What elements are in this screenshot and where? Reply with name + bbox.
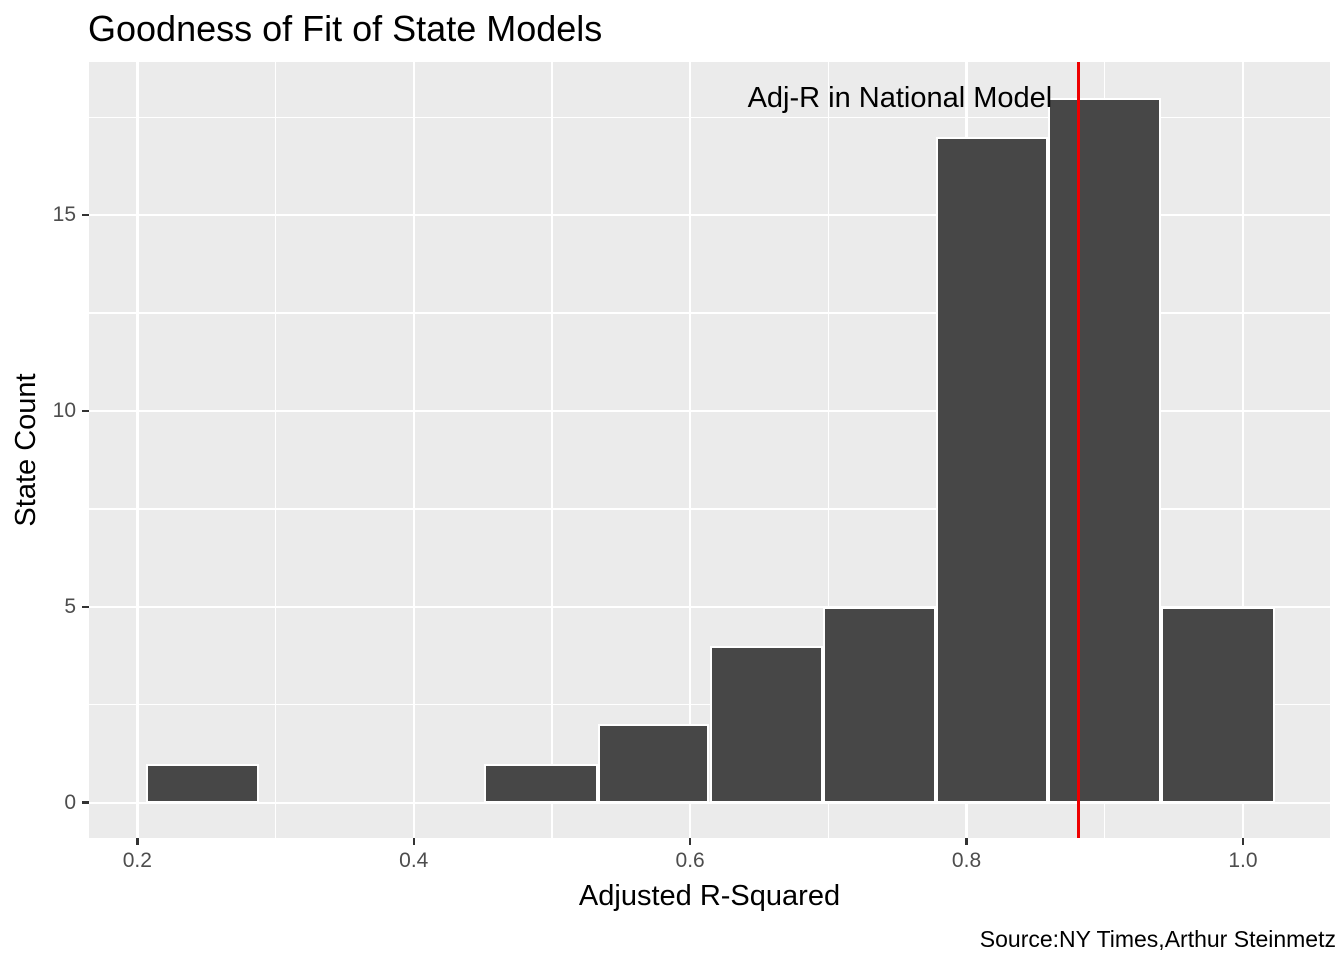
histogram-bar	[1161, 606, 1275, 803]
x-tick	[688, 838, 692, 845]
x-tick-label: 0.6	[675, 849, 705, 872]
x-axis-title: Adjusted R-Squared	[578, 880, 841, 912]
y-gridline-major	[89, 409, 1330, 413]
x-tick	[412, 838, 415, 845]
y-tick	[82, 213, 89, 217]
x-gridline-major	[1241, 62, 1245, 838]
x-tick	[136, 838, 139, 845]
y-gridline-minor	[89, 508, 1330, 510]
histogram-bar	[936, 136, 1049, 803]
plot-panel	[89, 62, 1330, 838]
x-gridline-minor	[551, 62, 553, 838]
y-tick-label: 5	[64, 594, 76, 618]
y-tick-label: 10	[52, 399, 76, 423]
x-tick-label: 1.0	[1228, 849, 1258, 872]
y-tick	[82, 409, 89, 413]
x-tick-label: 0.8	[951, 849, 982, 872]
y-tick-label: 0	[64, 790, 76, 814]
y-tick-label: 15	[52, 203, 76, 227]
x-gridline-major	[412, 62, 415, 838]
chart-title: Goodness of Fit of State Models	[88, 8, 603, 49]
histogram-bar	[597, 724, 710, 803]
x-tick	[1241, 838, 1245, 845]
histogram-bar	[1048, 97, 1162, 803]
source-caption: Source:NY Times,Arthur Steinmetz	[979, 926, 1336, 952]
x-tick	[965, 838, 968, 845]
x-gridline-minor	[827, 62, 829, 838]
y-gridline-major	[89, 213, 1330, 217]
y-gridline-minor	[89, 116, 1330, 118]
histogram-bar	[145, 763, 259, 803]
x-gridline-major	[136, 62, 139, 838]
x-tick-label: 0.4	[399, 849, 429, 872]
histogram-bar	[484, 763, 598, 803]
y-tick	[82, 801, 89, 804]
national-model-vline	[1076, 62, 1080, 838]
histogram-bar	[709, 646, 823, 803]
y-gridline-major	[89, 605, 1330, 609]
x-tick-label: 0.2	[122, 849, 152, 872]
y-gridline-minor	[89, 312, 1330, 314]
y-axis-title: State Count	[10, 373, 42, 527]
vline-annotation-label: Adj-R in National Model	[747, 81, 1053, 114]
y-tick	[82, 605, 89, 609]
x-gridline-minor	[274, 62, 277, 838]
x-gridline-major	[688, 62, 692, 838]
histogram-bar	[822, 606, 937, 803]
